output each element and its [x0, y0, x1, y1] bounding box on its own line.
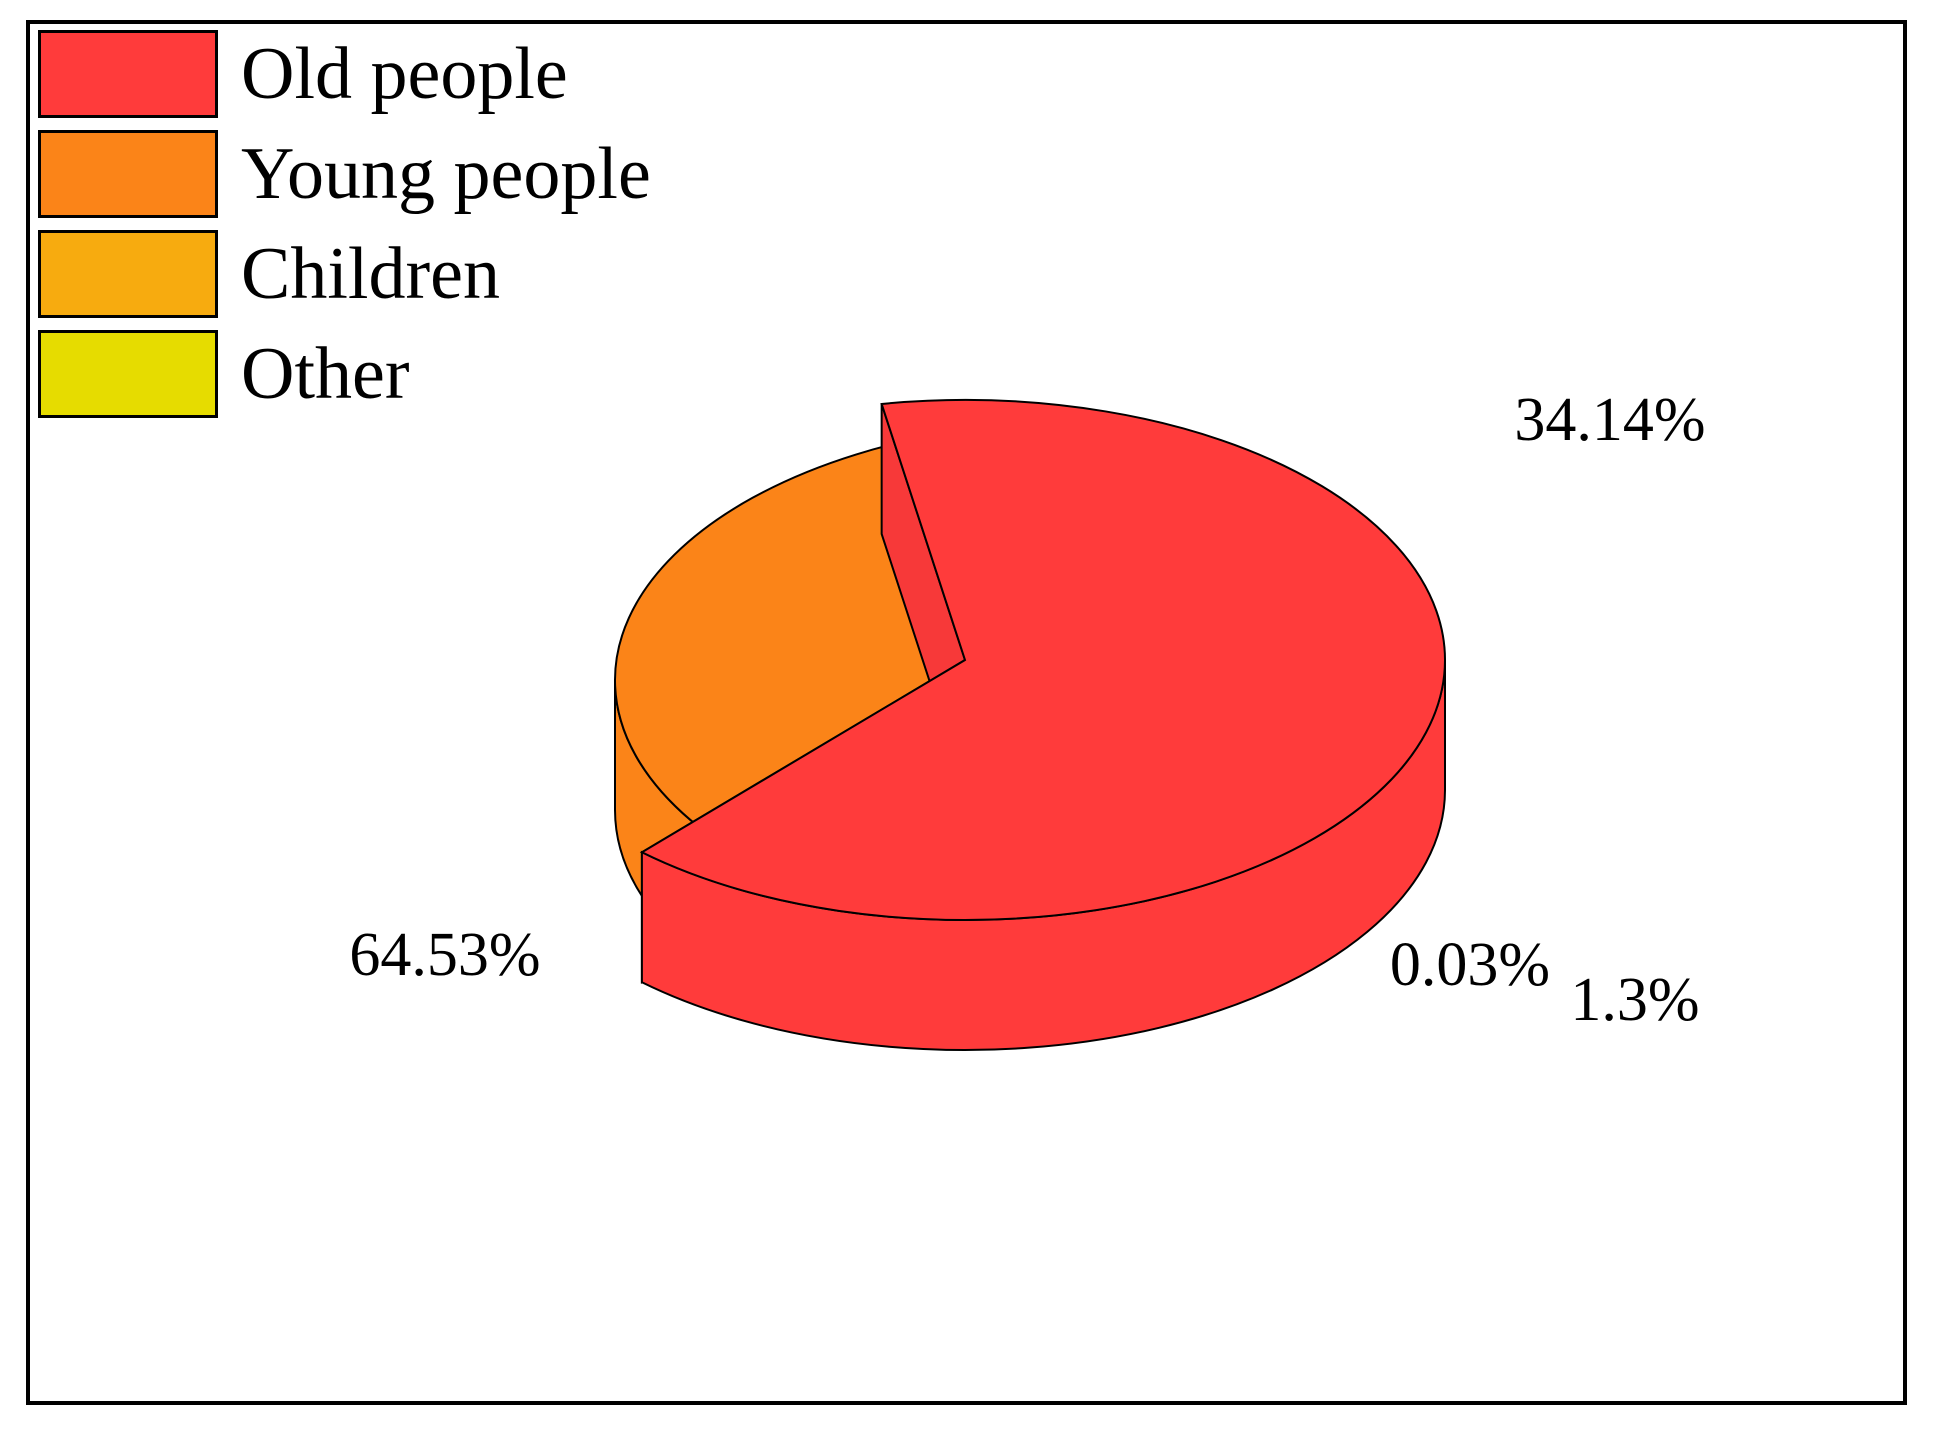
legend-swatch-old-people [38, 30, 218, 118]
legend-swatch-young-people [38, 130, 218, 218]
legend-item-old-people: Old people [38, 30, 738, 122]
legend-item-children: Children [38, 230, 738, 322]
legend-label-young-people: Young people [241, 133, 651, 215]
data-label-children: 1.3% [1570, 966, 1699, 1034]
legend-label-children: Children [241, 233, 500, 315]
legend-item-other: Other [38, 330, 738, 422]
legend-swatch-other [38, 330, 218, 418]
pie-slice-top [639, 399, 1446, 921]
data-label-old-people: 64.53% [349, 921, 540, 989]
legend-label-other: Other [241, 333, 410, 415]
data-label-young-people: 34.14% [1514, 386, 1705, 454]
pie-slice-old-people [639, 399, 1446, 1051]
legend-swatch-children [38, 230, 218, 318]
legend-label-old-people: Old people [241, 33, 568, 115]
legend-item-young-people: Young people [38, 130, 738, 222]
data-label-other: 0.03% [1390, 931, 1550, 999]
